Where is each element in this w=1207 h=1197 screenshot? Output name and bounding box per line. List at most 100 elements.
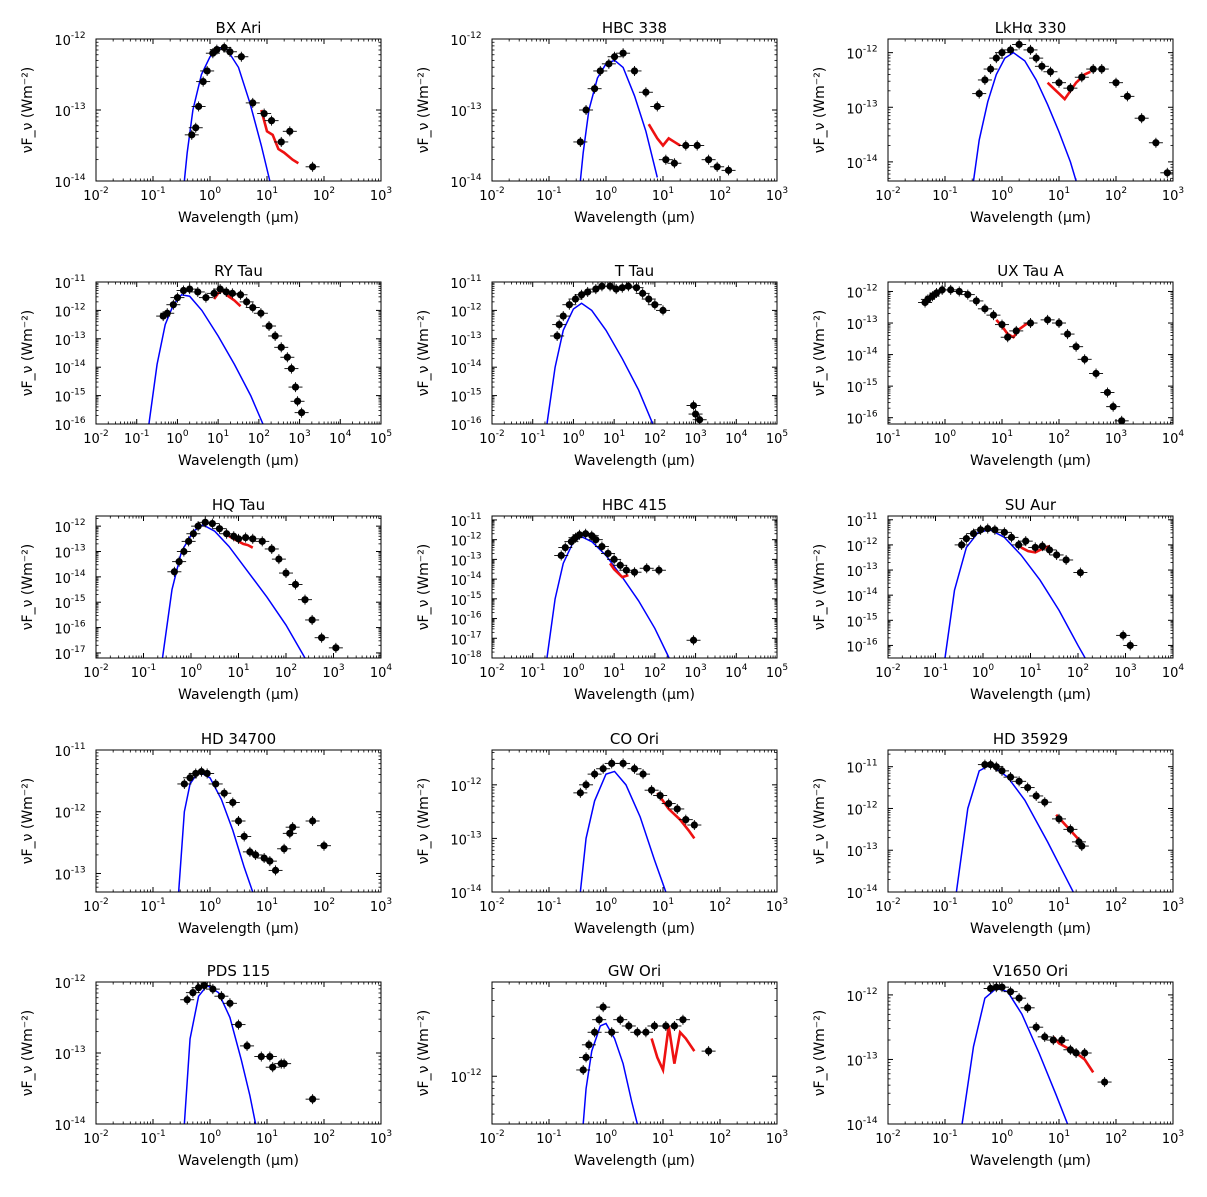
y-tick-label: 10-13: [450, 102, 481, 120]
y-tick-label: 10-13: [450, 331, 481, 349]
panel-title: HD 35929: [993, 730, 1068, 748]
x-axis-label: Wavelength (μm): [178, 921, 299, 937]
data-point: [226, 48, 234, 56]
x-tick-label: 101: [603, 663, 625, 681]
data-point: [268, 545, 276, 553]
x-tick-label: 102: [313, 1129, 335, 1147]
data-point: [186, 285, 194, 293]
data-point: [203, 769, 211, 778]
panel-title: LkHα 330: [995, 19, 1067, 37]
data-point: [1004, 333, 1012, 341]
data-point: [1006, 773, 1015, 781]
y-tick-label: 10-14: [846, 587, 878, 605]
x-axis-label: Wavelength (μm): [574, 453, 695, 469]
model-curve: [944, 529, 1086, 658]
data-point: [1026, 319, 1035, 327]
x-tick-label: 102: [709, 1129, 731, 1147]
data-point: [604, 549, 612, 558]
spectrum-curve: [609, 562, 629, 579]
x-tick-label: 10-1: [520, 663, 546, 681]
data-point: [616, 561, 624, 569]
data-point: [201, 518, 209, 526]
data-point: [665, 799, 673, 808]
data-point: [1081, 355, 1089, 363]
data-point: [670, 1022, 679, 1030]
x-tick-label: 103: [766, 897, 788, 915]
model-curve: [183, 984, 257, 1124]
y-axis-label: νF_ν (Wm⁻²): [416, 544, 432, 631]
axes-frame: [491, 981, 778, 1125]
data-point: [202, 294, 210, 302]
data-point: [309, 1095, 317, 1103]
data-point: [289, 823, 297, 831]
x-axis-label: Wavelength (μm): [178, 687, 299, 703]
data-point: [257, 1052, 265, 1061]
data-point: [1098, 65, 1106, 73]
data-point: [249, 303, 257, 312]
y-tick-label: 10-15: [846, 378, 877, 396]
data-point: [705, 1047, 713, 1055]
plot-area: [576, 1002, 716, 1124]
x-axis-label: Wavelength (μm): [574, 687, 695, 703]
y-tick-label: 10-12: [54, 31, 85, 49]
x-axis-label: Wavelength (μm): [178, 210, 299, 226]
y-tick-label: 10-12: [54, 518, 85, 536]
data-point: [608, 759, 616, 767]
x-tick-label: 102: [709, 186, 731, 204]
data-point: [642, 1028, 650, 1036]
x-tick-label: 101: [256, 186, 278, 204]
data-point: [1089, 65, 1097, 73]
panel-title: CO Ori: [610, 730, 659, 748]
panel-title: HQ Tau: [212, 496, 265, 514]
x-tick-label: 10-2: [479, 663, 505, 681]
data-point: [584, 288, 592, 296]
data-point: [189, 989, 197, 997]
panel-11: 10-2 10-1 100 101 102 103 10-14 10-13 10-12 CO Or…: [416, 730, 788, 937]
y-tick-label: 10-15: [54, 594, 85, 612]
x-tick-label: 10-1: [536, 1129, 562, 1147]
x-tick-label: 100: [991, 897, 1014, 915]
y-tick-label: 10-14: [846, 884, 878, 902]
y-tick-label: 10-12: [450, 302, 481, 320]
model-curve: [582, 1022, 639, 1124]
model-curve: [161, 524, 306, 658]
y-axis-label: νF_ν (Wm⁻²): [812, 1010, 828, 1097]
x-tick-label: 10-1: [140, 897, 166, 915]
y-tick-label: 10-11: [450, 512, 481, 530]
panel-15: 10-2 10-1 100 101 102 103 10-14 10-13 10-12 V1650…: [812, 962, 1184, 1169]
x-axis-label: Wavelength (μm): [970, 453, 1091, 469]
x-tick-label: 101: [652, 1129, 674, 1147]
data-point: [998, 983, 1006, 991]
x-tick-label: 102: [644, 429, 666, 447]
x-tick-label: 102: [709, 897, 731, 915]
x-tick-label: 101: [1048, 897, 1070, 915]
data-point: [186, 774, 194, 782]
data-point: [616, 1016, 624, 1024]
y-tick-label: 10-16: [846, 410, 878, 428]
data-point: [286, 127, 294, 135]
x-tick-label: 10-2: [83, 663, 109, 681]
x-tick-label: 103: [322, 663, 344, 681]
axes-frame: [95, 981, 382, 1125]
model-curve: [177, 770, 254, 892]
data-point: [332, 644, 340, 652]
data-point: [630, 568, 639, 576]
y-tick-label: 10-14: [450, 884, 482, 902]
x-tick-label: 102: [1105, 1129, 1127, 1147]
x-tick-label: 100: [199, 186, 222, 204]
data-point: [260, 109, 268, 118]
data-point: [599, 1003, 607, 1011]
data-point: [972, 297, 980, 305]
data-point: [309, 817, 317, 825]
y-tick-label: 10-13: [54, 1045, 85, 1063]
data-point: [645, 295, 653, 303]
y-tick-label: 10-14: [846, 1116, 878, 1134]
y-axis-label: νF_ν (Wm⁻²): [20, 1010, 36, 1097]
x-tick-label: 101: [256, 897, 278, 915]
data-point: [1081, 1049, 1089, 1057]
x-tick-label: 102: [248, 429, 270, 447]
data-point: [1063, 330, 1072, 338]
data-point: [220, 43, 228, 52]
y-tick-label: 10-13: [846, 315, 877, 333]
panel-title: RY Tau: [214, 262, 263, 280]
